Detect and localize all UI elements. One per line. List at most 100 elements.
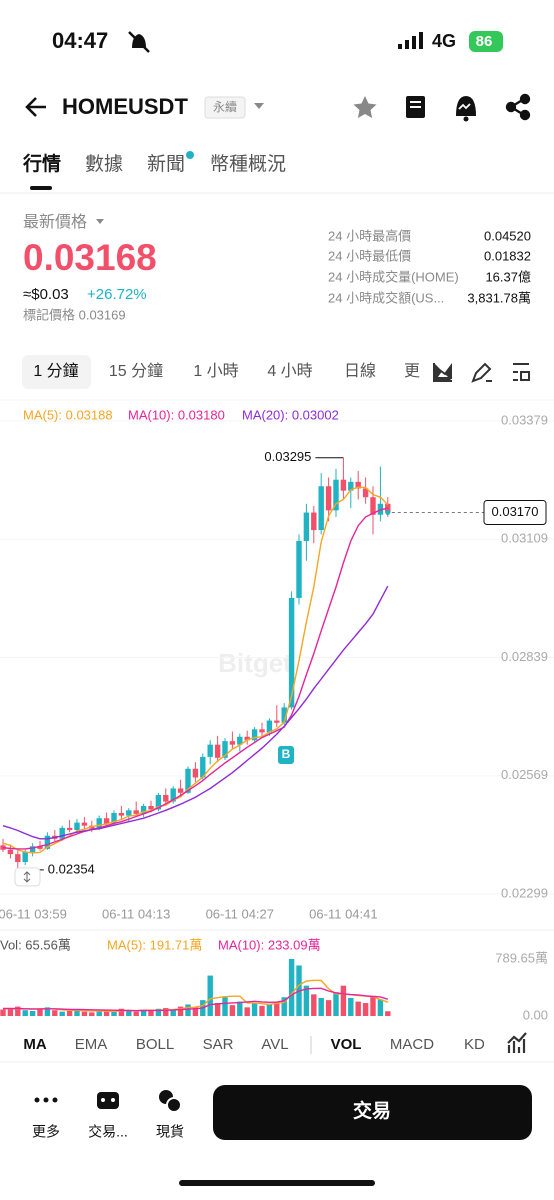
volume-bar bbox=[140, 1009, 147, 1016]
chart-style-icon[interactable] bbox=[433, 363, 452, 382]
symbol[interactable]: HOMEUSDT bbox=[62, 94, 188, 119]
volume-bar bbox=[37, 1008, 43, 1016]
trade-button[interactable] bbox=[213, 1085, 532, 1140]
bottom-label[interactable]: 交易... bbox=[88, 1124, 128, 1140]
indicator[interactable]: SAR bbox=[203, 1036, 234, 1053]
draw-icon[interactable] bbox=[471, 362, 492, 383]
volume-bar bbox=[325, 1000, 332, 1016]
interval[interactable]: 日線 bbox=[344, 362, 376, 380]
volume-chart: 789.65萬 0.00 Vol: 65.56萬 MA(5): 191.71萬 MA(1… bbox=[0, 937, 548, 1022]
candle-body bbox=[22, 851, 28, 863]
volume-bar bbox=[89, 1012, 95, 1016]
volume-bar bbox=[355, 1001, 361, 1016]
dropdown[interactable] bbox=[254, 103, 264, 109]
trade-label[interactable]: 交易 bbox=[353, 1099, 391, 1122]
bottom-label[interactable]: 更多 bbox=[32, 1124, 60, 1140]
badge: 永續 bbox=[213, 99, 237, 114]
candle-body bbox=[244, 736, 250, 741]
volume-bar bbox=[348, 997, 354, 1016]
candle-body bbox=[37, 846, 43, 849]
volume-bar bbox=[207, 975, 213, 1016]
volume-bar bbox=[81, 1011, 88, 1016]
candle-body bbox=[81, 822, 88, 826]
clock: 04:47 bbox=[52, 28, 108, 53]
candle-body bbox=[318, 486, 324, 531]
indicator-bar: MA EMA BOLL SAR AVL VOL MACD KD bbox=[23, 1030, 554, 1060]
last-price-label: 0.03170 bbox=[492, 504, 539, 519]
interval[interactable]: 15 分鐘 bbox=[109, 362, 163, 380]
volume-bar bbox=[333, 992, 339, 1016]
interval[interactable]: 4 小時 bbox=[267, 362, 312, 380]
interval[interactable]: 1 小時 bbox=[193, 362, 238, 380]
x-tick-label: 06-11 04:41 bbox=[309, 906, 377, 921]
back-button[interactable] bbox=[25, 97, 46, 117]
tab-active[interactable]: 行情 bbox=[22, 152, 61, 175]
spot-icon[interactable] bbox=[159, 1090, 182, 1113]
battery bbox=[469, 31, 503, 52]
alert-icon[interactable] bbox=[456, 96, 476, 122]
tab[interactable]: 數據 bbox=[85, 153, 123, 175]
indicator[interactable]: MACD bbox=[390, 1036, 434, 1053]
volume-bar bbox=[311, 994, 317, 1016]
min-label: 0.02354 bbox=[48, 861, 95, 876]
candle-body bbox=[126, 810, 132, 816]
volume-bar bbox=[377, 999, 384, 1016]
candle-body bbox=[259, 729, 265, 733]
indicator[interactable]: EMA bbox=[75, 1036, 108, 1053]
legend-entry: MA(10): 233.09萬 bbox=[218, 937, 321, 952]
bot-icon[interactable] bbox=[97, 1092, 119, 1109]
candle-body bbox=[385, 503, 391, 513]
icon-bg bbox=[484, 1030, 554, 1060]
volume-bar bbox=[288, 959, 295, 1016]
indicator[interactable]: BOLL bbox=[136, 1036, 174, 1053]
volume-bar bbox=[362, 1003, 369, 1016]
candle-body bbox=[192, 768, 199, 778]
candle-body bbox=[29, 846, 36, 852]
interval-active-bg bbox=[22, 355, 91, 389]
max-label: 0.03295 bbox=[264, 449, 311, 464]
indicator-settings[interactable] bbox=[507, 1032, 527, 1053]
last-price-dot bbox=[385, 510, 391, 516]
candle-body bbox=[274, 720, 280, 723]
share-icon[interactable] bbox=[505, 93, 531, 121]
badge-bg bbox=[204, 96, 246, 119]
candle-body bbox=[207, 744, 213, 757]
bottom-label[interactable]: 現貨 bbox=[156, 1124, 184, 1140]
candle-body bbox=[229, 741, 236, 745]
indicator-active[interactable]: MA bbox=[23, 1036, 46, 1053]
candle-body bbox=[355, 481, 361, 489]
candle-body bbox=[222, 741, 228, 758]
network: 4G bbox=[432, 31, 456, 51]
candle-body bbox=[281, 707, 287, 723]
interval[interactable]: 更 bbox=[404, 363, 420, 380]
settings-icon[interactable] bbox=[513, 363, 530, 381]
volume-bar bbox=[170, 1009, 176, 1016]
volume-bar bbox=[74, 1009, 80, 1016]
dropdown[interactable] bbox=[96, 219, 104, 224]
indicator-active[interactable]: VOL bbox=[331, 1036, 362, 1053]
tab[interactable]: 新聞 bbox=[147, 153, 185, 175]
volume-bar bbox=[66, 1010, 73, 1016]
stat-value: 16.37億 bbox=[485, 269, 531, 284]
trade-marker: B bbox=[282, 747, 291, 761]
tab[interactable]: 幣種概況 bbox=[210, 153, 286, 175]
fiat-price: ≈$0.03 bbox=[23, 286, 69, 303]
y-tick-label: 789.65萬 bbox=[495, 950, 548, 965]
more-icon[interactable] bbox=[34, 1097, 58, 1103]
ma-line bbox=[2, 585, 389, 840]
interval-active[interactable]: 1 分鐘 bbox=[33, 362, 78, 380]
indicator[interactable]: KD bbox=[464, 1036, 485, 1053]
y-tick-label: 0.02839 bbox=[501, 649, 548, 664]
candle-body bbox=[111, 812, 117, 824]
guide-icon[interactable] bbox=[406, 96, 425, 118]
volume-bar bbox=[96, 1010, 102, 1016]
candle-body bbox=[74, 822, 80, 831]
indicator[interactable]: AVL bbox=[261, 1036, 288, 1053]
legend-entry: MA(5): 191.71萬 bbox=[107, 937, 202, 952]
volume-bar bbox=[0, 1009, 6, 1016]
favorite[interactable] bbox=[353, 96, 377, 118]
volume-bar bbox=[340, 985, 347, 1016]
candle-body bbox=[177, 788, 184, 793]
volume-bar bbox=[281, 997, 287, 1016]
